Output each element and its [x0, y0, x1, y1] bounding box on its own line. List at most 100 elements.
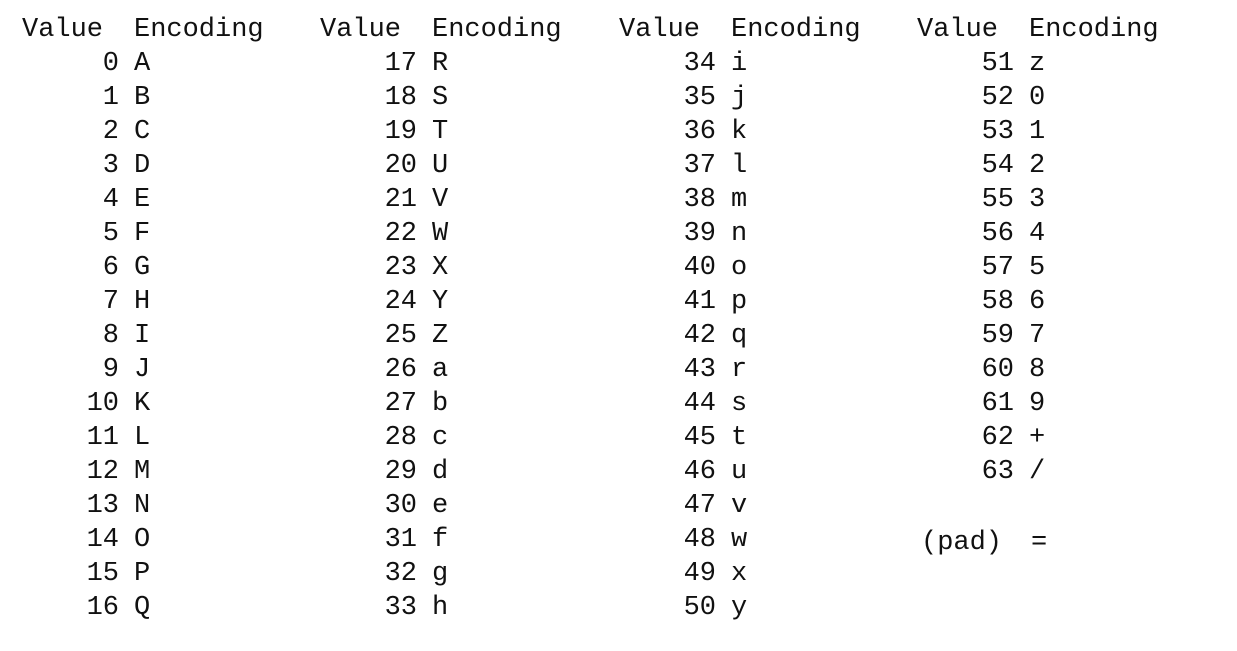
value-cell: 29	[384, 457, 417, 487]
encoding-cell: 2	[1029, 151, 1046, 181]
pad-label: (pad)	[921, 528, 1003, 558]
encoding-cell: r	[731, 355, 748, 385]
value-cell: 55	[981, 185, 1014, 215]
encoding-cell: P	[134, 559, 151, 589]
encoding-cell: 1	[1029, 117, 1046, 147]
encoding-cell: q	[731, 321, 748, 351]
encoding-cell: +	[1029, 423, 1046, 453]
table-row: 24 Y	[320, 285, 562, 319]
encoding-cell: H	[134, 287, 151, 317]
value-cell: 1	[102, 83, 119, 113]
pad-row: (pad) =	[921, 526, 1047, 560]
value-cell: 20	[384, 151, 417, 181]
encoding-cell: m	[731, 185, 748, 215]
table-row: 37 l	[619, 149, 861, 183]
encoding-cell: I	[134, 321, 151, 351]
encoding-cell: v	[731, 491, 748, 521]
encoding-cell: T	[432, 117, 449, 147]
value-cell: 19	[384, 117, 417, 147]
encoding-cell: L	[134, 423, 151, 453]
value-cell: 46	[683, 457, 716, 487]
table-column: Value Encoding 17 R 18 S 19 T 20 U 21 V 22 W 23 X 24 Y 25…	[320, 13, 562, 625]
table-row: 36 k	[619, 115, 861, 149]
encoding-cell: j	[731, 83, 748, 113]
table-row: 38 m	[619, 183, 861, 217]
column-header: Value Encoding	[22, 13, 264, 47]
value-cell: 12	[86, 457, 119, 487]
table-row: 22 W	[320, 217, 562, 251]
encoding-cell: z	[1029, 49, 1046, 79]
encoding-cell: U	[432, 151, 449, 181]
value-cell: 36	[683, 117, 716, 147]
value-cell: 62	[981, 423, 1014, 453]
encoding-cell: F	[134, 219, 151, 249]
encoding-header: Encoding	[731, 15, 861, 45]
value-cell: 44	[683, 389, 716, 419]
row-group: 0 A 1 B 2 C 3 D 4 E 5 F 6 G 7 H 8 I 9 J 10 K 11 L 12 M 13 N 14 O 15 P 16…	[22, 47, 264, 625]
table-row: 46 u	[619, 455, 861, 489]
table-row: 14 O	[22, 523, 264, 557]
value-cell: 2	[102, 117, 119, 147]
table-row: 56 4	[917, 217, 1159, 251]
table-row: 16 Q	[22, 591, 264, 625]
encoding-cell: a	[432, 355, 449, 385]
table-row: 31 f	[320, 523, 562, 557]
value-cell: 57	[981, 253, 1014, 283]
table-row: 40 o	[619, 251, 861, 285]
encoding-cell: 5	[1029, 253, 1046, 283]
row-group: 51 z 52 0 53 1 54 2 55 3 56 4 57 5 58 6 59 7 60 8 61 9 62 +63 /	[917, 47, 1159, 489]
pad-encoding: =	[1031, 528, 1048, 558]
table-row: 59 7	[917, 319, 1159, 353]
table-row: 30 e	[320, 489, 562, 523]
value-cell: 15	[86, 559, 119, 589]
value-cell: 33	[384, 593, 417, 623]
table-row: 19 T	[320, 115, 562, 149]
value-cell: 28	[384, 423, 417, 453]
encoding-cell: k	[731, 117, 748, 147]
encoding-cell: C	[134, 117, 151, 147]
table-row: 53 1	[917, 115, 1159, 149]
encoding-cell: D	[134, 151, 151, 181]
encoding-cell: i	[731, 49, 748, 79]
encoding-cell: t	[731, 423, 748, 453]
table-row: 27 b	[320, 387, 562, 421]
encoding-cell: b	[432, 389, 449, 419]
encoding-cell: R	[432, 49, 449, 79]
encoding-cell: N	[134, 491, 151, 521]
encoding-cell: E	[134, 185, 151, 215]
encoding-cell: o	[731, 253, 748, 283]
value-cell: 9	[102, 355, 119, 385]
table-row: 54 2	[917, 149, 1159, 183]
value-cell: 49	[683, 559, 716, 589]
value-header: Value	[22, 15, 104, 45]
table-row: 44 s	[619, 387, 861, 421]
encoding-cell: Q	[134, 593, 151, 623]
table-row: 42 q	[619, 319, 861, 353]
encoding-header: Encoding	[432, 15, 562, 45]
table-row: 33 h	[320, 591, 562, 625]
table-row: 48 w	[619, 523, 861, 557]
value-cell: 26	[384, 355, 417, 385]
table-row: 62 +	[917, 421, 1159, 455]
table-row: 32 g	[320, 557, 562, 591]
value-cell: 43	[683, 355, 716, 385]
table-row: 50 y	[619, 591, 861, 625]
value-cell: 51	[981, 49, 1014, 79]
table-row: 13 N	[22, 489, 264, 523]
table-row: 11 L	[22, 421, 264, 455]
encoding-cell: h	[432, 593, 449, 623]
table-row: 21 V	[320, 183, 562, 217]
value-cell: 23	[384, 253, 417, 283]
encoding-cell: 8	[1029, 355, 1046, 385]
encoding-cell: 6	[1029, 287, 1046, 317]
table-row: 47 v	[619, 489, 861, 523]
value-cell: 42	[683, 321, 716, 351]
value-cell: 52	[981, 83, 1014, 113]
table-row: 43 r	[619, 353, 861, 387]
